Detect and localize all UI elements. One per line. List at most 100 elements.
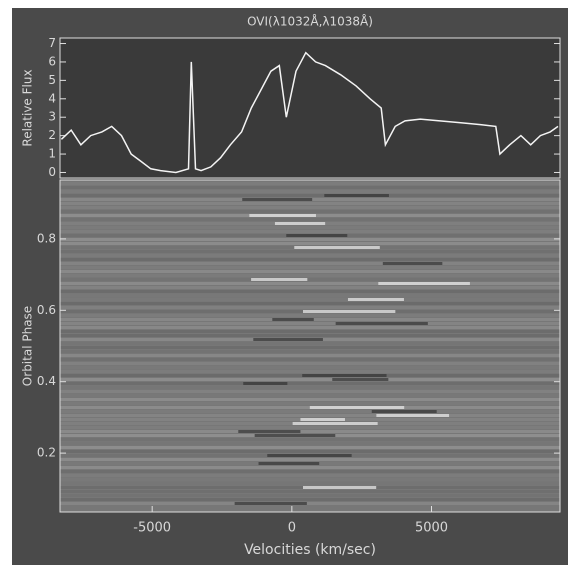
spectrum-row [60,426,560,429]
spectrum-row [60,390,560,393]
y-tick-label: 5 [48,73,56,87]
y-tick-label: 4 [48,91,56,105]
spectrum-row [60,182,560,185]
spectrum-feature [302,486,377,489]
spectrum-feature [347,298,404,301]
spectrum-feature [378,282,470,285]
chart-title: OVI(λ1032Å,λ1038Å) [247,14,373,29]
y-tick-label: 0.6 [37,303,56,317]
spectrum-row [60,430,560,433]
spectrum-row [60,370,560,373]
spectrum-row [60,466,560,469]
spectrum-feature [251,278,308,281]
spectrum-row [60,410,560,413]
panel-frame [59,179,561,513]
spectrum-row [60,478,560,481]
spectrum-feature [294,246,380,249]
spectrum-feature [376,414,450,417]
x-tick-label: 0 [288,521,296,536]
spectrum-feature [274,222,326,225]
spectrum-row [60,270,560,273]
x-axis-label: Velocities (km/sec) [244,542,376,558]
spectrum-row [60,498,560,501]
y-tick-label: 0 [48,165,56,179]
spectrum-row [60,490,560,493]
spectrum-row [60,330,560,333]
y-tick-label: 1 [48,147,56,161]
flux-panel [60,38,560,178]
spectrum-row [60,266,560,269]
spectrum-row [60,382,560,385]
spectrum-row [60,350,560,353]
spectrum-feature [332,378,389,381]
spectrum-row [60,262,560,265]
spectrum-row [60,470,560,473]
spectrum-row [60,502,560,505]
spectrum-row [60,282,560,285]
spectrum-feature [324,194,389,197]
spectrum-feature [371,410,437,413]
spectrum-row [60,506,560,509]
spectrum-row [60,362,560,365]
y-tick-label: 3 [48,110,56,124]
spectrum-feature [292,422,378,425]
spectrum-row [60,290,560,293]
spectrum-row [60,322,560,325]
y-tick-label: 7 [48,36,56,50]
spectrum-feature [272,318,314,321]
spectrum-row [60,314,560,317]
spectrum-row [60,458,560,461]
spectrum-row [60,438,560,441]
spectrum-row [60,278,560,281]
spectrum-row [60,206,560,209]
spectrum-row [60,202,560,205]
spectrum-row [60,342,560,345]
spectrum-row [60,446,560,449]
spectrum-row [60,194,560,197]
spectrum-row [60,238,560,241]
spectrum-feature [382,262,443,265]
spectrum-row [60,226,560,229]
y-tick-label: 2 [48,128,56,142]
spectrum-row [60,286,560,289]
spectrum-row [60,414,560,417]
spectrum-feature [303,310,396,313]
spectrum-feature [267,454,352,457]
spectrum-row [60,386,560,389]
spectrum-row [60,250,560,253]
spectrum-feature [286,234,348,237]
spectrum-row [60,298,560,301]
y-tick-label: 6 [48,54,56,68]
spectrum-row [60,442,560,445]
spectrum-row [60,218,560,221]
spectrum-row [60,242,560,245]
spectrum-feature [309,406,405,409]
spectrum-row [60,326,560,329]
spectrum-row [60,450,560,453]
spectrum-feature [249,214,316,217]
spectrum-row [60,186,560,189]
spectrum-row [60,398,560,401]
x-tick-label: -5000 [133,521,171,536]
y-tick-label: 0.8 [37,231,56,245]
x-tick-label: 5000 [415,521,448,536]
spectrum-row [60,346,560,349]
spectrum-row [60,294,560,297]
spectrum-feature [243,382,288,385]
spectrum-row [60,258,560,261]
flux-line [60,51,559,174]
spectrum-row [60,354,560,357]
spectrum-row [60,366,560,369]
spectrum-feature [254,434,336,437]
y-tick-label: 0.4 [37,374,56,388]
spectrum-row [60,230,560,233]
spectrum-row [60,494,560,497]
spectrum-feature [238,430,301,433]
spectrum-feature [253,338,323,341]
spectrum-row [60,334,560,337]
spectrum-row [60,378,560,381]
spectrum-row [60,190,560,193]
spectrum-row [60,482,560,485]
y-axis-label: Relative Flux [21,69,35,146]
